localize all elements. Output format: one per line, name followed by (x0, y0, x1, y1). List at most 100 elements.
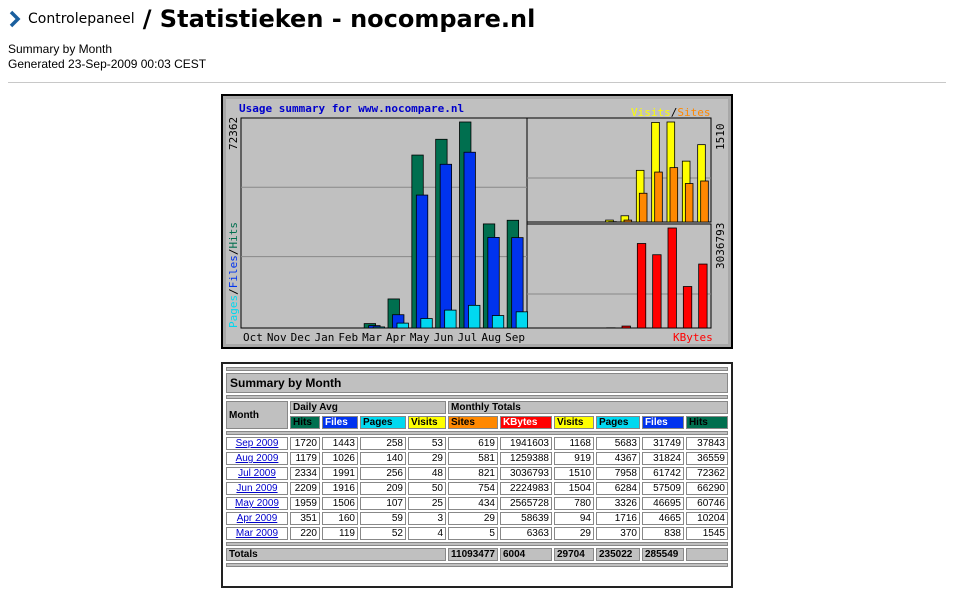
divider (8, 82, 946, 83)
month-link[interactable]: Aug 2009 (226, 452, 288, 465)
table-row: Jun 2009 2209 1916 209 50 754 2224983 1504 6284 5… (226, 482, 728, 495)
table-cell: 1991 (322, 467, 358, 480)
table-caption: Summary by Month (226, 373, 728, 393)
table-cell: 29 (448, 512, 498, 525)
x-tick-label: Mar (362, 331, 382, 344)
column-header-hits: Hits (685, 416, 728, 429)
bar-files-aug (487, 237, 500, 329)
table-cell: 72362 (685, 467, 728, 480)
table-cell: 2209 (290, 482, 320, 495)
table-cell: 1443 (322, 437, 358, 450)
table-cell: 3 (408, 512, 446, 525)
table-cell: 5 (448, 527, 498, 540)
bar-files-jun (439, 163, 453, 329)
x-tick-label: Apr (386, 331, 406, 344)
x-tick-label: May (410, 331, 430, 344)
totals-cell: 235022 (595, 548, 640, 561)
table-cell: 7958 (595, 467, 640, 480)
bar-pages-aug (491, 315, 505, 329)
table-cell: 581 (448, 452, 498, 465)
totals-cell: 29704 (553, 548, 594, 561)
table-cell: 370 (595, 527, 640, 540)
table-cell: 1504 (553, 482, 594, 495)
chart-panel-3 (526, 223, 712, 329)
table-cell: 1941603 (499, 437, 552, 450)
chart-panel-1 (240, 117, 528, 329)
chart-border (221, 94, 733, 349)
table-cell: 31824 (641, 452, 684, 465)
bar-kbytes-sep (698, 263, 708, 329)
month-link[interactable]: May 2009 (226, 497, 288, 510)
month-link[interactable]: Apr 2009 (226, 512, 288, 525)
table-cell: 10204 (685, 512, 728, 525)
table-cell: 1716 (595, 512, 640, 525)
y-axis-max-visits: 1510 (714, 124, 727, 151)
y-axis-max-kbytes: 3036793 (714, 223, 727, 269)
bar-kbytes-aug (682, 286, 693, 329)
table-row: Aug 2009 1179 1026 140 29 581 1259388 919 4367 31… (226, 452, 728, 465)
report-info: Summary by Month Generated 23-Sep-2009 0… (8, 42, 206, 72)
table-cell: 140 (360, 452, 406, 465)
table-cell: 53 (408, 437, 446, 450)
table-cell: 29 (408, 452, 446, 465)
bar-sites-sep (700, 180, 709, 223)
bar-sites-apr (623, 219, 633, 223)
table-cell: 58639 (499, 512, 552, 525)
table-cell: 220 (290, 527, 320, 540)
table-cell: 46695 (641, 497, 684, 510)
table-cell: 48 (408, 467, 446, 480)
bar-sites-jun (654, 171, 663, 223)
chart-title: Usage summary for www.nocompare.nl (239, 102, 464, 115)
table-cell: 209 (360, 482, 406, 495)
x-tick-label: Jul (457, 331, 477, 344)
column-header-pages: Pages (595, 416, 640, 429)
column-header-hits: Hits (290, 416, 320, 429)
bar-kbytes-apr (621, 325, 631, 329)
usage-summary-chart: Usage summary for www.nocompare.nl Oct Nov… (221, 94, 733, 349)
bar-sites-jul (669, 167, 679, 223)
table-cell: 29 (553, 527, 594, 540)
x-tick-label: Feb (338, 331, 358, 344)
summary-table-frame: Summary by Month Month Daily Avg Monthly… (221, 362, 733, 588)
table-cell: 919 (553, 452, 594, 465)
table-cell: 4 (408, 527, 446, 540)
breadcrumb-link-controlepaneel[interactable]: Controlepaneel (28, 11, 135, 27)
table-row: Mar 2009 220 119 52 4 5 6363 29 370 838 1545 (226, 527, 728, 540)
table-cell: 2224983 (499, 482, 552, 495)
column-header-pages: Pages (360, 416, 406, 429)
table-cell: 107 (360, 497, 406, 510)
table-cell: 3036793 (499, 467, 552, 480)
bar-pages-jul (468, 304, 481, 329)
legend-kbytes: KBytes (673, 331, 713, 344)
table-cell: 2565728 (499, 497, 552, 510)
generated-date: Generated 23-Sep-2009 00:03 CEST (8, 57, 207, 71)
table-cell: 754 (448, 482, 498, 495)
table-cell: 821 (448, 467, 498, 480)
x-tick-label: Aug (481, 331, 501, 344)
legend-visits-sites: Visits/Sites (631, 106, 711, 119)
table-cell: 160 (322, 512, 358, 525)
table-cell: 25 (408, 497, 446, 510)
bar-kbytes-may (636, 243, 647, 329)
month-link[interactable]: Jul 2009 (226, 467, 288, 480)
table-row: Apr 2009 351 160 59 3 29 58639 94 1716 4665 10204 (226, 512, 728, 525)
month-link[interactable]: Jun 2009 (226, 482, 288, 495)
table-cell: 1259388 (499, 452, 552, 465)
table-cell: 5683 (595, 437, 640, 450)
table-row: Jul 2009 2334 1991 256 48 821 3036793 1510 7958 6… (226, 467, 728, 480)
month-link[interactable]: Sep 2009 (226, 437, 288, 450)
table-cell: 3326 (595, 497, 640, 510)
chart-panel-2 (526, 117, 712, 223)
totals-label: Totals (226, 548, 446, 561)
bar-pages-mar (372, 326, 386, 329)
month-link[interactable]: Mar 2009 (226, 527, 288, 540)
table-cell: 258 (360, 437, 406, 450)
table-cell: 619 (448, 437, 498, 450)
bar-sites-may (638, 192, 648, 223)
bar-files-jul (463, 151, 476, 329)
totals-cell: 6004 (499, 548, 552, 561)
table-cell: 37843 (685, 437, 728, 450)
x-tick-label: Jun (434, 331, 454, 344)
table-cell: 119 (322, 527, 358, 540)
y-axis-max-hits: 72362 (227, 117, 240, 150)
